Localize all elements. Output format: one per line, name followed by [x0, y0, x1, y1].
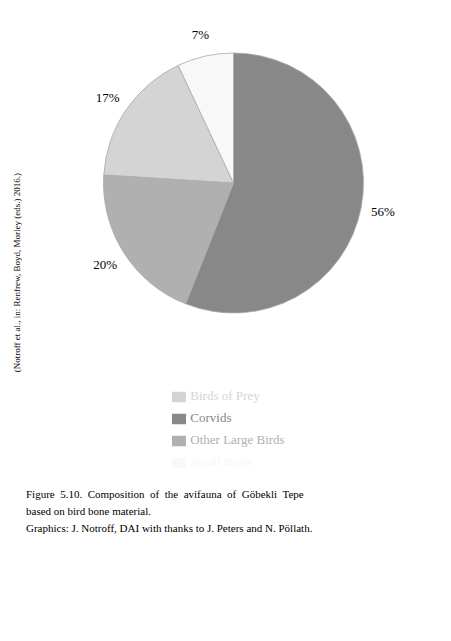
svg-text:7%: 7% [192, 27, 210, 42]
html-text:Corvids: Corvids [190, 410, 232, 425]
html-text:Graphics: J. Notroff, DAI with: Graphics: J. Notroff, DAI with thanks to… [26, 522, 313, 534]
html-text:(Notroff et al., in: Renfrew,: (Notroff et al., in: Renfrew, Boyd, Morl… [12, 172, 22, 373]
html-text:based on bird bone material.: based on bird bone material. [26, 505, 151, 517]
svg-text:20%: 20% [93, 257, 117, 272]
html-text:Other Large Birds: Other Large Birds [190, 432, 285, 447]
svg-text:56%: 56% [371, 204, 395, 219]
html-text:Figure 5.10. Composition of th: Figure 5.10. Composition of the avifauna… [26, 488, 304, 500]
html-text:Birds of Prey: Birds of Prey [190, 388, 260, 403]
svg-text:17%: 17% [96, 90, 120, 105]
html-text:Small Birds: Small Birds [190, 454, 253, 469]
